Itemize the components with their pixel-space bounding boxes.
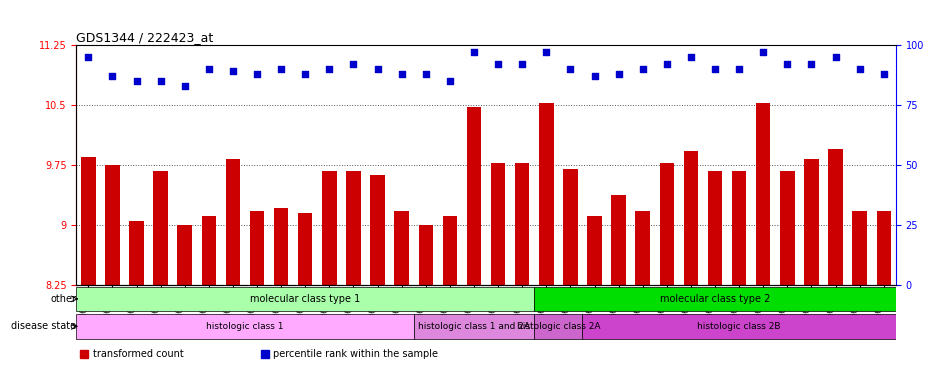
Bar [586,216,601,285]
Bar [105,165,120,285]
Point [201,66,216,72]
Bar [876,211,890,285]
Bar [851,211,866,285]
Point [129,78,144,84]
Text: other: other [50,294,76,304]
Point [563,66,578,72]
Text: histologic class 2A: histologic class 2A [516,322,600,331]
Point [225,68,240,74]
Bar [273,207,288,285]
Point [418,71,433,77]
Point [393,71,408,77]
Bar [442,216,457,285]
Point [538,49,553,55]
Bar [129,221,144,285]
Bar [226,159,240,285]
Point [297,71,312,77]
Bar [466,106,481,285]
Bar [539,104,553,285]
Text: histologic class 1: histologic class 1 [206,322,284,331]
Point [346,61,361,67]
Bar [490,163,505,285]
Bar [202,216,216,285]
Bar [707,171,722,285]
Bar [370,176,385,285]
Text: GDS1344 / 222423_at: GDS1344 / 222423_at [76,31,213,44]
Point [81,54,96,60]
Point [490,61,506,67]
Text: molecular class type 2: molecular class type 2 [659,294,769,304]
FancyBboxPatch shape [413,314,534,339]
Text: molecular class type 1: molecular class type 1 [249,294,360,304]
Text: histologic class 1 and 2A: histologic class 1 and 2A [418,322,529,331]
Bar [780,171,794,285]
Point [466,49,481,55]
Point [755,49,770,55]
Point [731,66,746,72]
Text: percentile rank within the sample: percentile rank within the sample [272,349,438,359]
Bar [683,152,698,285]
Text: histologic class 2B: histologic class 2B [697,322,780,331]
Bar [418,225,432,285]
Bar [803,159,818,285]
FancyBboxPatch shape [76,286,534,311]
Point [586,73,602,79]
FancyBboxPatch shape [534,286,895,311]
Bar [394,211,408,285]
Bar [81,157,95,285]
Point [851,66,866,72]
Point [322,66,337,72]
Point [273,66,288,72]
Text: transformed count: transformed count [92,349,183,359]
Bar [755,104,769,285]
Bar [659,163,673,285]
Point [827,54,843,60]
Point [779,61,794,67]
Point [803,61,818,67]
Bar [731,171,745,285]
Point [610,71,625,77]
Bar [298,213,312,285]
Bar [153,171,168,285]
Bar [177,225,191,285]
FancyBboxPatch shape [582,314,895,339]
Point [105,73,120,79]
Bar [322,171,336,285]
Point [706,66,722,72]
FancyBboxPatch shape [76,314,413,339]
Point [153,78,169,84]
Point [659,61,674,67]
Point [369,66,385,72]
Bar [827,149,842,285]
Bar [563,169,577,285]
Bar [249,211,264,285]
Point [249,71,265,77]
Bar [611,195,625,285]
FancyBboxPatch shape [534,314,582,339]
Text: disease state: disease state [11,321,76,332]
Point [442,78,457,84]
Bar [514,163,529,285]
Point [875,71,890,77]
Point [514,61,529,67]
Bar [635,211,649,285]
Bar [346,171,360,285]
Point [634,66,649,72]
Point [177,83,192,89]
Point [683,54,698,60]
